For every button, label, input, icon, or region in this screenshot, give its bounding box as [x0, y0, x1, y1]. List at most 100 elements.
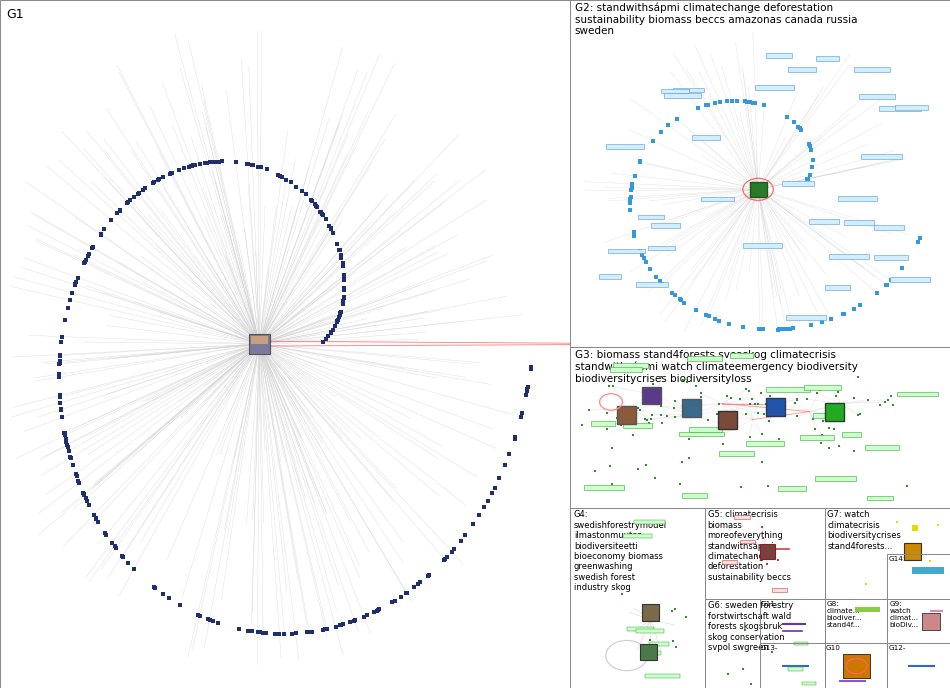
Bar: [760, 643, 825, 688]
Text: G8:
climate...
biodiver...
stand4f...: G8: climate... biodiver... stand4f...: [826, 601, 862, 627]
Bar: [719, 451, 754, 456]
Bar: [611, 367, 641, 372]
Bar: [890, 277, 930, 282]
Text: G10: G10: [826, 645, 841, 652]
Bar: [0, 0, 570, 688]
Bar: [887, 554, 950, 599]
Bar: [722, 561, 737, 564]
Bar: [734, 515, 750, 519]
Text: G4:
swedishforestrymodel
ilmastonmuutos
biodiversiteetti
bioeconomy biomass
gree: G4: swedishforestrymodel ilmastonmuutos …: [574, 510, 667, 592]
Bar: [838, 197, 877, 202]
Bar: [746, 441, 785, 446]
Text: G1: G1: [7, 8, 25, 21]
Bar: [661, 89, 689, 94]
Text: G3: biomass stand4forests sveaskog climatecrisis
standwithsápmi watch climateeme: G3: biomass stand4forests sveaskog clima…: [575, 350, 858, 384]
Bar: [865, 445, 899, 450]
Bar: [570, 347, 950, 508]
Bar: [584, 485, 624, 490]
Bar: [634, 520, 665, 524]
Bar: [678, 431, 724, 436]
Bar: [772, 588, 788, 592]
Bar: [903, 543, 921, 559]
Bar: [645, 674, 680, 678]
Bar: [617, 406, 636, 424]
Bar: [682, 493, 708, 497]
Bar: [825, 402, 844, 420]
Bar: [613, 363, 648, 368]
Bar: [249, 334, 270, 354]
Bar: [861, 154, 902, 159]
Bar: [730, 353, 753, 358]
Text: G7: watch
climatecrisis
biodiversitycrises
stand4forests...: G7: watch climatecrisis biodiversitycris…: [827, 510, 902, 550]
Text: G5: climatecrisis
biomass
moreofeverything
standwithsápmi
climatechange
deforest: G5: climatecrisis biomass moreofeverythi…: [708, 510, 790, 582]
Bar: [740, 540, 755, 544]
Bar: [664, 94, 701, 98]
Bar: [648, 246, 674, 250]
Bar: [642, 387, 661, 405]
Bar: [800, 435, 833, 440]
Bar: [825, 643, 887, 688]
Bar: [766, 54, 792, 58]
Bar: [701, 197, 733, 202]
Bar: [705, 599, 825, 688]
Text: G12-: G12-: [888, 645, 905, 652]
Text: G11: G11: [761, 601, 776, 607]
Bar: [251, 336, 268, 344]
Bar: [825, 599, 887, 643]
Bar: [760, 599, 825, 643]
Bar: [693, 135, 720, 140]
Bar: [859, 94, 895, 99]
Text: G14:...: G14:...: [888, 556, 912, 562]
Bar: [816, 56, 839, 61]
Bar: [793, 642, 808, 645]
Bar: [844, 654, 870, 678]
Bar: [855, 607, 880, 612]
Bar: [895, 105, 927, 110]
Bar: [802, 682, 816, 685]
Bar: [743, 244, 782, 248]
Bar: [599, 274, 621, 279]
Bar: [804, 385, 842, 389]
Bar: [682, 400, 701, 418]
Bar: [826, 286, 850, 290]
Bar: [688, 356, 722, 361]
Bar: [623, 423, 652, 428]
Bar: [766, 398, 785, 416]
Bar: [829, 254, 868, 259]
Bar: [649, 642, 670, 646]
Bar: [874, 255, 908, 260]
Bar: [627, 627, 655, 631]
Bar: [636, 282, 668, 287]
Bar: [866, 495, 893, 500]
Bar: [788, 667, 803, 671]
Bar: [825, 508, 950, 599]
Text: G13-: G13-: [761, 645, 778, 652]
Bar: [651, 223, 680, 228]
Bar: [642, 604, 659, 621]
Bar: [887, 599, 950, 643]
Bar: [641, 652, 661, 656]
Bar: [854, 67, 890, 72]
Bar: [750, 182, 767, 197]
Bar: [782, 181, 814, 186]
Bar: [638, 215, 664, 219]
Bar: [887, 643, 950, 688]
Bar: [570, 508, 705, 688]
Bar: [689, 427, 722, 432]
Bar: [718, 411, 737, 429]
Text: G2: standwithsápmi climatechange deforestation
sustainability biomass beccs amaz: G2: standwithsápmi climatechange defores…: [575, 3, 857, 36]
Text: G9:
watch
climat...
bioDiv...: G9: watch climat... bioDiv...: [889, 601, 919, 627]
Bar: [760, 544, 775, 559]
Bar: [786, 315, 826, 320]
Bar: [808, 219, 839, 224]
Bar: [788, 67, 816, 72]
Bar: [705, 508, 825, 599]
Bar: [845, 219, 874, 224]
Bar: [922, 613, 940, 630]
Bar: [813, 413, 834, 418]
Bar: [636, 629, 664, 633]
Bar: [608, 248, 645, 253]
Bar: [778, 486, 806, 491]
Bar: [874, 226, 903, 230]
Bar: [815, 476, 856, 481]
